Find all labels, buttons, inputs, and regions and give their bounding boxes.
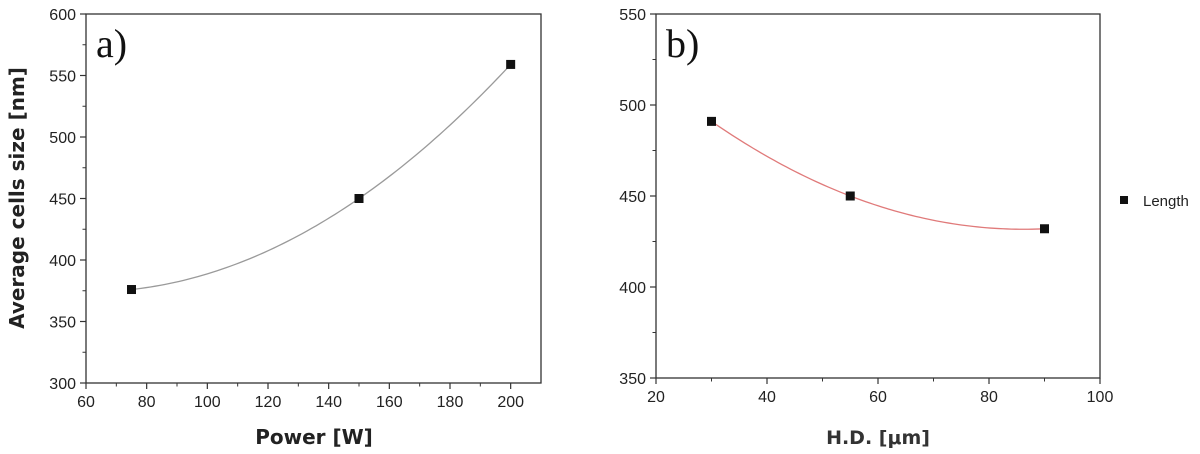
y-tick-label: 600 (49, 7, 76, 24)
legend: Length (1120, 193, 1189, 210)
y-tick-label: 550 (619, 7, 646, 24)
panel-label: b) (666, 21, 699, 66)
data-point (707, 116, 716, 126)
x-tick-label: 80 (138, 394, 156, 411)
x-tick-label: 100 (194, 394, 221, 411)
x-tick-label: 60 (77, 394, 95, 411)
x-tick-label: 180 (437, 394, 464, 411)
x-tick-label: 20 (647, 389, 665, 406)
y-tick-label: 550 (49, 69, 76, 86)
data-point (1040, 224, 1049, 234)
x-tick-label: 200 (497, 394, 524, 411)
y-tick-label: 300 (49, 376, 76, 393)
legend-marker (1120, 196, 1128, 204)
y-axis-label: Average cells size [nm] (5, 67, 29, 329)
plot-frame (655, 13, 1101, 379)
y-tick-label: 450 (49, 192, 76, 209)
legend-label: Length (1143, 193, 1189, 210)
x-tick-label: 100 (1087, 389, 1114, 406)
data-point (845, 191, 855, 201)
data-point (506, 59, 516, 69)
panel-a-chart: 60 80 100 120 140 160 180 200 300 350 400 450 500 550… (5, 7, 542, 449)
panel-b-chart: 20 40 60 80 100 350 400 450 500 550 H.D. [μm] b) Len… (619, 7, 1189, 449)
x-tick-label: 80 (980, 389, 998, 406)
x-axis-label: H.D. [μm] (826, 427, 930, 449)
y-tick-label: 400 (619, 280, 646, 297)
x-axis-label: Power [W] (255, 425, 373, 449)
data-point (127, 285, 136, 295)
x-tick-label: 140 (315, 394, 342, 411)
y-tick-label: 400 (49, 253, 76, 270)
x-tick-label: 40 (758, 389, 776, 406)
x-tick-label: 160 (376, 394, 403, 411)
fit-curve (711, 120, 1045, 230)
y-tick-label: 350 (49, 315, 76, 332)
data-point (354, 194, 364, 203)
y-tick-label: 500 (619, 98, 646, 115)
y-tick-label: 350 (619, 371, 646, 388)
x-tick-label: 60 (869, 389, 887, 406)
fit-curve (131, 63, 512, 291)
y-tick-label: 500 (49, 130, 76, 147)
y-tick-label: 450 (619, 189, 646, 206)
x-tick-label: 120 (255, 394, 282, 411)
plot-frame (85, 13, 542, 384)
panel-label: a) (96, 21, 127, 66)
